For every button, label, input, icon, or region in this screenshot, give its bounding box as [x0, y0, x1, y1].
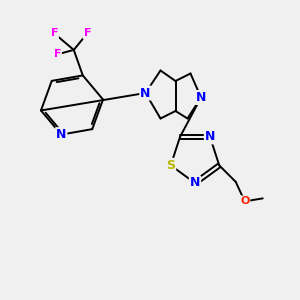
Text: S: S [166, 159, 175, 172]
Text: N: N [190, 176, 200, 190]
Text: O: O [240, 196, 249, 206]
Text: F: F [53, 50, 61, 59]
Text: N: N [205, 130, 215, 143]
Text: F: F [83, 28, 91, 38]
Text: F: F [50, 28, 58, 38]
Text: N: N [56, 128, 66, 141]
Text: N: N [196, 91, 206, 104]
Text: N: N [140, 86, 151, 100]
